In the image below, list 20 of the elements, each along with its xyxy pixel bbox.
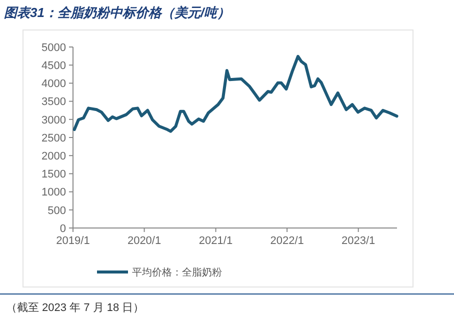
x-tick-label: 2020/1: [127, 235, 162, 247]
y-tick-label: 4000: [42, 78, 66, 90]
y-tick-label: 1000: [42, 186, 66, 199]
y-tick-label: 3000: [42, 114, 66, 126]
line-series: [72, 54, 398, 133]
chart-title: 图表31：全脂奶粉中标价格（美元/吨）: [4, 5, 230, 20]
y-tick-label: 5000: [42, 42, 66, 54]
y-tick-label: 3500: [42, 96, 66, 108]
y-tick-label: 4500: [42, 60, 66, 72]
y-tick-label: 1500: [42, 168, 66, 181]
x-tick-label: 2021/1: [198, 235, 233, 247]
y-tick-label: 0: [60, 222, 66, 235]
y-tick-label: 2000: [42, 150, 66, 162]
text: （截至 2023 年 7 月 18 日）: [6, 301, 144, 314]
x-tick-label: 2019/1: [56, 235, 90, 247]
y-tick-label: 2500: [42, 132, 66, 144]
y-tick-label: 500: [48, 204, 66, 217]
legend-label: 平均价格：全脂奶粉: [132, 266, 222, 278]
x-tick-label: 2022/1: [270, 235, 304, 247]
x-tick-label: 2023/1: [342, 235, 376, 247]
